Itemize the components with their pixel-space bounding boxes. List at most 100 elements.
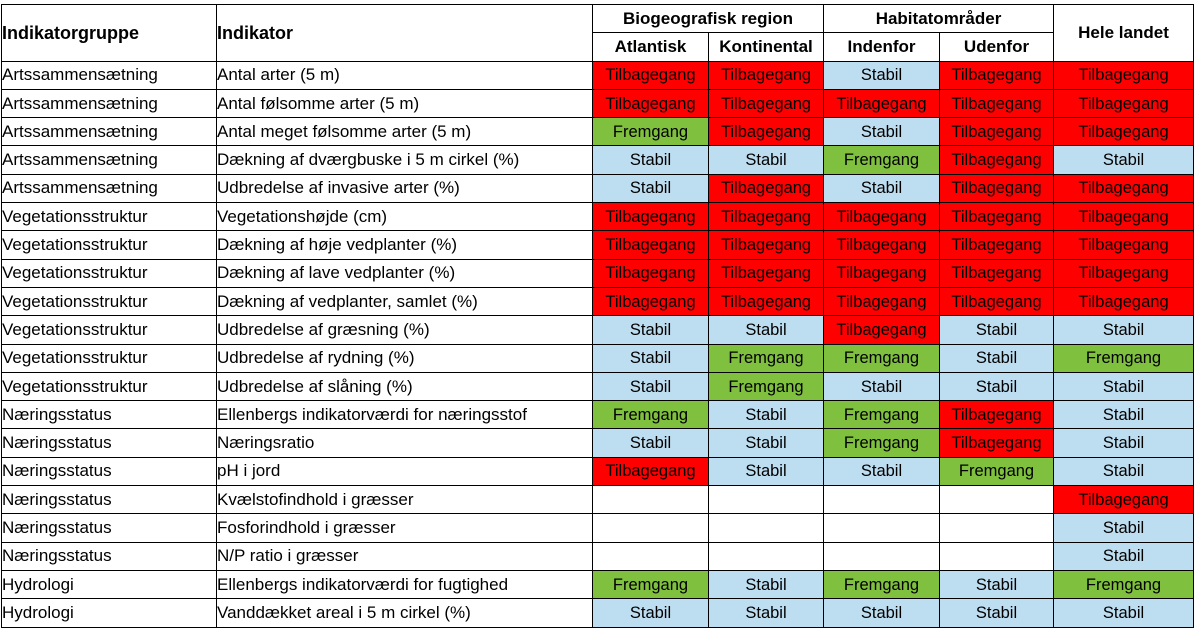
status-cell-kontinental: Tilbagegang: [708, 258, 824, 288]
status-cell-atlantisk: [592, 541, 709, 571]
indicator-group-cell: Næringsstatus: [1, 456, 217, 487]
indicator-cell: Dækning af dværgbuske i 5 m cirkel (%): [216, 145, 593, 175]
header-habitat-areas: Habitatområder: [822, 3, 1055, 34]
status-cell-hele-landet: Tilbagegang: [1053, 88, 1195, 119]
indicator-cell: Udbredelse af rydning (%): [216, 343, 593, 373]
status-cell-atlantisk: Tilbagegang: [592, 456, 709, 487]
status-cell-kontinental: Tilbagegang: [708, 88, 824, 119]
status-cell-indenfor: Fremgang: [823, 145, 940, 175]
indicator-group-cell: Vegetationsstruktur: [1, 315, 217, 345]
status-cell-indenfor: Stabil: [823, 173, 940, 204]
indicator-status-table: Indikatorgruppe Indikator Biogeografisk …: [1, 3, 1195, 628]
table-row: Artssammensætning Dækning af dværgbuske i…: [1, 145, 1195, 175]
status-cell-hele-landet: Stabil: [1053, 371, 1195, 402]
status-cell-udenfor: Tilbagegang: [938, 400, 1055, 430]
indicator-group-cell: Vegetationsstruktur: [1, 371, 217, 402]
table-row: Vegetationsstruktur Dækning af høje vedpl…: [1, 230, 1195, 260]
status-cell-udenfor: Tilbagegang: [938, 145, 1055, 175]
status-cell-kontinental: Tilbagegang: [708, 202, 824, 232]
indicator-group-cell: Næringsstatus: [1, 541, 217, 571]
indicator-cell: N/P ratio i græsser: [216, 541, 593, 571]
table-row: Næringsstatus Næringsratio Stabil Stabil Fre…: [1, 428, 1195, 458]
indicator-cell: Dækning af lave vedplanter (%): [216, 258, 593, 288]
indicator-cell: Næringsratio: [216, 428, 593, 458]
table-row: Hydrologi Ellenbergs indikatorværdi for f…: [1, 569, 1195, 600]
header-indicator-group: Indikatorgruppe: [1, 4, 217, 62]
status-cell-indenfor: Stabil: [823, 117, 940, 147]
status-cell-hele-landet: Fremgang: [1053, 569, 1195, 600]
header-atlantisk: Atlantisk: [592, 32, 709, 62]
status-cell-udenfor: Tilbagegang: [938, 428, 1055, 458]
status-cell-indenfor: Stabil: [823, 598, 940, 628]
status-cell-kontinental: [708, 541, 824, 571]
indicator-group-cell: Vegetationsstruktur: [1, 286, 217, 317]
indicator-cell: Antal meget følsomme arter (5 m): [216, 117, 593, 147]
status-cell-hele-landet: Stabil: [1053, 428, 1195, 458]
status-cell-indenfor: Tilbagegang: [823, 286, 940, 317]
status-cell-atlantisk: Stabil: [592, 428, 709, 458]
indicator-cell: Udbredelse af invasive arter (%): [216, 173, 593, 204]
status-cell-kontinental: Stabil: [708, 456, 824, 487]
indicator-cell: Ellenbergs indikatorværdi for fugtighed: [216, 569, 593, 600]
status-cell-udenfor: Tilbagegang: [938, 230, 1055, 260]
indicator-group-cell: Næringsstatus: [1, 428, 217, 458]
indicator-cell: Udbredelse af slåning (%): [216, 371, 593, 402]
status-cell-udenfor: Stabil: [938, 598, 1055, 628]
status-cell-indenfor: Tilbagegang: [823, 88, 940, 119]
status-cell-indenfor: Tilbagegang: [823, 315, 940, 345]
status-cell-atlantisk: Fremgang: [592, 400, 709, 430]
indicator-group-cell: Næringsstatus: [1, 485, 217, 515]
status-cell-indenfor: Stabil: [823, 60, 940, 90]
indicator-group-cell: Artssammensætning: [1, 88, 217, 119]
table-row: Artssammensætning Antal arter (5 m) Tilbag…: [1, 60, 1195, 90]
table-row: Hydrologi Vanddækket areal i 5 m cirkel (…: [1, 598, 1195, 628]
status-cell-indenfor: Fremgang: [823, 343, 940, 373]
status-cell-udenfor: Tilbagegang: [938, 202, 1055, 232]
status-cell-atlantisk: Tilbagegang: [592, 60, 709, 90]
status-cell-kontinental: [708, 485, 824, 515]
table-row: Artssammensætning Udbredelse af invasive …: [1, 173, 1195, 204]
header-row-top: Indikatorgruppe Indikator Biogeografisk …: [1, 3, 1195, 62]
table-row: Næringsstatus Kvælstofindhold i græsser Ti…: [1, 485, 1195, 515]
indicator-group-cell: Hydrologi: [1, 598, 217, 628]
status-cell-kontinental: Fremgang: [708, 343, 824, 373]
indicator-cell: Antal følsomme arter (5 m): [216, 88, 593, 119]
status-cell-hele-landet: Tilbagegang: [1053, 286, 1195, 317]
status-cell-udenfor: Stabil: [938, 569, 1055, 600]
status-cell-udenfor: Tilbagegang: [938, 286, 1055, 317]
status-cell-hele-landet: Tilbagegang: [1053, 485, 1195, 515]
status-cell-indenfor: [823, 513, 940, 543]
status-cell-hele-landet: Tilbagegang: [1053, 117, 1195, 147]
status-cell-indenfor: Fremgang: [823, 428, 940, 458]
indicator-group-cell: Vegetationsstruktur: [1, 258, 217, 288]
indicator-cell: pH i jord: [216, 456, 593, 487]
status-cell-kontinental: Fremgang: [708, 371, 824, 402]
status-cell-indenfor: [823, 485, 940, 515]
status-cell-udenfor: Fremgang: [938, 456, 1055, 487]
table-row: Vegetationsstruktur Dækning af vedplanter…: [1, 286, 1195, 317]
status-cell-atlantisk: Tilbagegang: [592, 258, 709, 288]
status-cell-kontinental: Stabil: [708, 569, 824, 600]
table-row: Næringsstatus Ellenbergs indikatorværdi f…: [1, 400, 1195, 430]
status-cell-udenfor: Tilbagegang: [938, 60, 1055, 90]
status-cell-kontinental: Stabil: [708, 428, 824, 458]
status-cell-atlantisk: Stabil: [592, 343, 709, 373]
header-indicator: Indikator: [216, 4, 593, 62]
status-cell-udenfor: Stabil: [938, 343, 1055, 373]
table-row: Næringsstatus Fosforindhold i græsser Stab…: [1, 513, 1195, 543]
table-row: Vegetationsstruktur Udbredelse af slåning…: [1, 371, 1195, 402]
status-cell-kontinental: Stabil: [708, 400, 824, 430]
status-cell-atlantisk: Tilbagegang: [592, 230, 709, 260]
table-row: Vegetationsstruktur Udbredelse af græsnin…: [1, 315, 1195, 345]
indicator-group-cell: Artssammensætning: [1, 117, 217, 147]
status-cell-atlantisk: Stabil: [592, 598, 709, 628]
status-cell-udenfor: [938, 541, 1055, 571]
header-kontinental: Kontinental: [708, 32, 824, 62]
table-row: Artssammensætning Antal følsomme arter (5…: [1, 88, 1195, 119]
status-cell-atlantisk: Fremgang: [592, 117, 709, 147]
status-cell-kontinental: Tilbagegang: [708, 230, 824, 260]
status-cell-udenfor: Tilbagegang: [938, 88, 1055, 119]
header-udenfor: Udenfor: [938, 32, 1055, 62]
table-row: Næringsstatus N/P ratio i græsser Stabil: [1, 541, 1195, 571]
status-cell-atlantisk: Fremgang: [592, 569, 709, 600]
